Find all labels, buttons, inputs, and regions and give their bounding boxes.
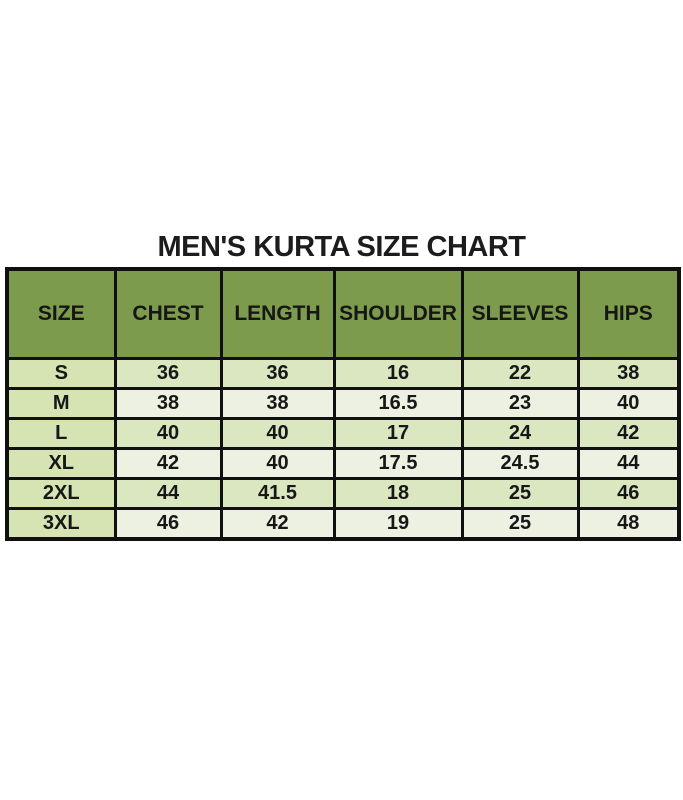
table-cell: 40 xyxy=(219,447,336,480)
table-cell: 41.5 xyxy=(219,477,336,510)
table-cell: 46 xyxy=(113,507,223,541)
table-cell: 18 xyxy=(332,477,464,510)
size-label-cell: L xyxy=(5,417,117,450)
table-cell: 44 xyxy=(576,447,681,480)
table-cell: 17.5 xyxy=(332,447,464,480)
page-title: MEN'S KURTA SIZE CHART xyxy=(157,231,526,263)
size-label-cell: M xyxy=(5,387,117,420)
table-cell: 42 xyxy=(113,447,223,480)
column-header-chest: CHEST xyxy=(113,267,223,360)
table-cell: 17 xyxy=(332,417,464,450)
table-row-3xl: 3XL 46 42 19 25 48 xyxy=(5,507,681,541)
table-cell: 23 xyxy=(460,387,580,420)
table-cell: 25 xyxy=(460,477,580,510)
header-row: SIZE CHEST LENGTH SHOULDER SLEEVES HIPS xyxy=(5,267,681,360)
table-cell: 40 xyxy=(576,387,681,420)
table-cell: 24.5 xyxy=(460,447,580,480)
column-header-sleeves: SLEEVES xyxy=(460,267,580,360)
size-label-cell: S xyxy=(5,357,117,390)
table-cell: 38 xyxy=(576,357,681,390)
table-cell: 42 xyxy=(576,417,681,450)
table-row-2xl: 2XL 44 41.5 18 25 46 xyxy=(5,477,681,510)
column-header-size: SIZE xyxy=(5,267,117,360)
size-label-cell: 3XL xyxy=(5,507,117,541)
table-cell: 40 xyxy=(113,417,223,450)
table-cell: 36 xyxy=(113,357,223,390)
table-cell: 16.5 xyxy=(332,387,464,420)
table-cell: 42 xyxy=(219,507,336,541)
size-label-cell: 2XL xyxy=(5,477,117,510)
table-cell: 16 xyxy=(332,357,464,390)
table-row-s: S 36 36 16 22 38 xyxy=(5,357,681,390)
table-cell: 38 xyxy=(113,387,223,420)
table-cell: 19 xyxy=(332,507,464,541)
table-cell: 24 xyxy=(460,417,580,450)
column-header-length: LENGTH xyxy=(219,267,336,360)
table-cell: 38 xyxy=(219,387,336,420)
size-label-cell: XL xyxy=(5,447,117,480)
table-row-l: L 40 40 17 24 42 xyxy=(5,417,681,450)
table-cell: 40 xyxy=(219,417,336,450)
column-header-shoulder: SHOULDER xyxy=(332,267,464,360)
table-cell: 48 xyxy=(576,507,681,541)
table-cell: 46 xyxy=(576,477,681,510)
table-cell: 44 xyxy=(113,477,223,510)
size-chart-table: SIZE CHEST LENGTH SHOULDER SLEEVES HIPS … xyxy=(5,267,681,541)
table-cell: 22 xyxy=(460,357,580,390)
table-cell: 36 xyxy=(219,357,336,390)
column-header-hips: HIPS xyxy=(576,267,681,360)
table-cell: 25 xyxy=(460,507,580,541)
table-row-m: M 38 38 16.5 23 40 xyxy=(5,387,681,420)
table-row-xl: XL 42 40 17.5 24.5 44 xyxy=(5,447,681,480)
